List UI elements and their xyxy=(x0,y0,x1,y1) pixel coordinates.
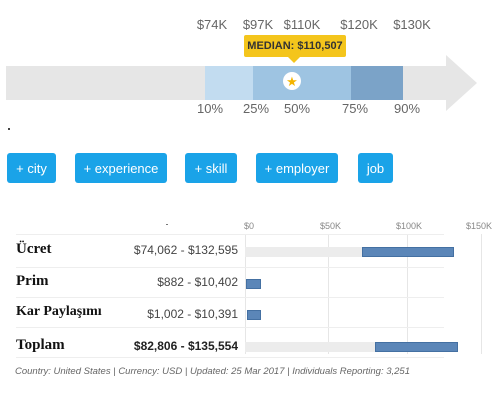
percentile-tick-90: 90% xyxy=(393,101,421,116)
row-separator xyxy=(16,267,444,268)
row-separator xyxy=(16,297,444,298)
top-tick-110k: $110K xyxy=(283,17,321,32)
salary-distribution: $74K $97K $110K $120K $130K MEDIAN: $110… xyxy=(0,0,500,135)
row-separator xyxy=(16,327,444,328)
axis-label-150k: $150K xyxy=(466,221,493,231)
top-tick-74k: $74K xyxy=(196,17,228,32)
row-bar-prim xyxy=(246,279,262,289)
stray-mark xyxy=(8,128,10,130)
job-button[interactable]: job xyxy=(358,153,393,183)
top-tick-130k: $130K xyxy=(393,17,431,32)
row-bar-ucret xyxy=(361,247,454,257)
axis-label-50k: $50K xyxy=(320,221,342,231)
stub-mark xyxy=(166,224,168,225)
percentile-tick-25: 25% xyxy=(242,101,270,116)
gridline-150k xyxy=(481,234,482,354)
row-track-ucret xyxy=(245,247,449,257)
add-experience-button[interactable]: + experience xyxy=(75,153,167,183)
percentile-tick-50: 50% xyxy=(283,101,311,116)
top-tick-97k: $97K xyxy=(242,17,274,32)
percentile-tick-10: 10% xyxy=(196,101,224,116)
median-star-icon: ★ xyxy=(283,72,301,90)
axis-label-100k: $100K xyxy=(396,221,423,231)
top-tick-120k: $120K xyxy=(340,17,378,32)
row-separator xyxy=(16,357,444,358)
filter-bar: + city + experience + skill + employer j… xyxy=(0,150,500,190)
row-range-prim: $882 - $10,402 xyxy=(157,275,238,289)
row-range-toplam: $82,806 - $135,554 xyxy=(133,339,238,353)
row-label-kar-paylasimi: Kar Paylaşımı xyxy=(16,304,102,319)
median-badge: MEDIAN: $110,507 xyxy=(244,35,346,63)
row-bar-toplam xyxy=(375,342,459,352)
row-label-prim: Prim xyxy=(16,273,49,289)
row-range-ucret: $74,062 - $132,595 xyxy=(133,243,238,257)
axis-label-0: $0 xyxy=(244,221,255,231)
add-city-button[interactable]: + city xyxy=(7,153,56,183)
gridline-50k xyxy=(328,234,329,354)
band-p25-p75 xyxy=(253,66,351,100)
median-label: MEDIAN: $110,507 xyxy=(247,40,343,52)
row-separator xyxy=(16,234,444,235)
percentile-tick-75: 75% xyxy=(341,101,369,116)
band-p10-p25 xyxy=(205,66,253,100)
row-range-kar-paylasimi: $1,002 - $10,391 xyxy=(147,307,238,321)
band-p75-p90 xyxy=(351,66,403,100)
row-track-toplam xyxy=(245,342,449,352)
row-label-ucret: Ücret xyxy=(16,241,52,257)
add-skill-button[interactable]: + skill xyxy=(185,153,237,183)
gridline-0 xyxy=(245,234,246,354)
add-employer-button[interactable]: + employer xyxy=(256,153,338,183)
footer-info: Country: United States | Currency: USD |… xyxy=(15,366,410,377)
gridline-100k xyxy=(407,234,408,354)
row-bar-kar-paylasimi xyxy=(246,310,262,320)
row-label-toplam: Toplam xyxy=(16,337,65,353)
